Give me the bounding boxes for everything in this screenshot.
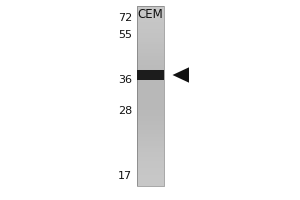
Bar bbox=[136, 70, 164, 80]
Text: 17: 17 bbox=[118, 171, 132, 181]
Bar bbox=[136, 172, 164, 175]
Bar bbox=[136, 76, 164, 78]
Text: 72: 72 bbox=[118, 13, 132, 23]
Bar bbox=[136, 89, 164, 92]
Bar bbox=[136, 170, 164, 172]
Bar bbox=[136, 118, 164, 121]
Bar bbox=[136, 94, 164, 96]
Bar bbox=[136, 82, 164, 85]
Bar bbox=[136, 136, 164, 139]
Bar bbox=[136, 121, 164, 123]
Bar bbox=[136, 58, 164, 60]
Bar bbox=[136, 31, 164, 33]
Bar bbox=[136, 152, 164, 154]
Text: CEM: CEM bbox=[137, 8, 163, 21]
Bar bbox=[136, 46, 164, 49]
Text: 55: 55 bbox=[118, 30, 132, 40]
Bar bbox=[136, 87, 164, 89]
Bar bbox=[136, 78, 164, 80]
Bar bbox=[136, 51, 164, 53]
Bar bbox=[136, 35, 164, 38]
Bar bbox=[136, 15, 164, 17]
Bar bbox=[136, 10, 164, 13]
Bar bbox=[136, 69, 164, 71]
Bar bbox=[136, 80, 164, 83]
Bar bbox=[136, 91, 164, 94]
Bar bbox=[136, 168, 164, 170]
Bar bbox=[136, 148, 164, 150]
Bar bbox=[136, 154, 164, 157]
Bar bbox=[136, 49, 164, 51]
Bar bbox=[136, 159, 164, 161]
Bar bbox=[136, 67, 164, 69]
Bar bbox=[136, 184, 164, 186]
Bar bbox=[136, 26, 164, 28]
Bar bbox=[136, 123, 164, 125]
Bar bbox=[136, 24, 164, 26]
Bar bbox=[136, 60, 164, 62]
Bar bbox=[136, 73, 164, 76]
Bar bbox=[136, 96, 164, 98]
Bar bbox=[136, 179, 164, 182]
Bar bbox=[136, 98, 164, 101]
Polygon shape bbox=[172, 67, 189, 83]
Bar bbox=[136, 181, 164, 184]
Bar bbox=[136, 114, 164, 116]
Bar bbox=[136, 40, 164, 42]
Bar bbox=[136, 13, 164, 15]
Bar bbox=[136, 85, 164, 87]
Bar bbox=[136, 105, 164, 107]
Bar bbox=[136, 163, 164, 166]
Bar bbox=[136, 139, 164, 141]
Bar bbox=[136, 28, 164, 31]
Bar bbox=[136, 37, 164, 40]
Bar bbox=[136, 42, 164, 44]
Bar bbox=[136, 125, 164, 128]
Text: 36: 36 bbox=[118, 75, 132, 85]
Bar bbox=[136, 161, 164, 164]
Bar bbox=[136, 143, 164, 146]
Bar bbox=[136, 22, 164, 24]
Bar bbox=[136, 6, 164, 186]
Bar bbox=[136, 71, 164, 73]
Bar bbox=[136, 132, 164, 134]
Bar bbox=[136, 166, 164, 168]
Text: 28: 28 bbox=[118, 106, 132, 116]
Bar bbox=[136, 62, 164, 64]
Bar bbox=[136, 109, 164, 112]
Bar bbox=[136, 130, 164, 132]
Bar bbox=[136, 134, 164, 136]
Bar bbox=[136, 53, 164, 56]
Bar bbox=[136, 44, 164, 47]
Bar bbox=[136, 145, 164, 148]
Bar bbox=[136, 17, 164, 20]
Bar bbox=[136, 157, 164, 159]
Bar bbox=[136, 103, 164, 105]
Bar bbox=[136, 141, 164, 143]
Bar bbox=[136, 175, 164, 177]
Bar bbox=[136, 19, 164, 22]
Bar bbox=[136, 6, 164, 8]
Bar bbox=[136, 8, 164, 10]
Bar bbox=[136, 64, 164, 67]
Bar bbox=[136, 177, 164, 179]
Bar bbox=[136, 33, 164, 35]
Bar bbox=[136, 55, 164, 58]
Bar bbox=[136, 116, 164, 118]
Bar bbox=[136, 150, 164, 152]
Bar bbox=[136, 127, 164, 130]
Bar bbox=[136, 100, 164, 103]
Bar bbox=[136, 112, 164, 114]
Bar bbox=[136, 107, 164, 110]
